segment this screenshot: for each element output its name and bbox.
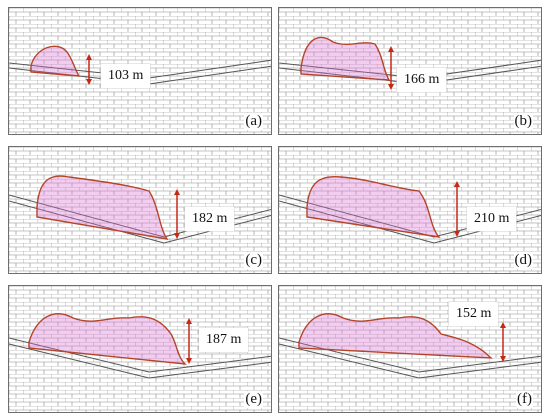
debris-flow-body [306, 176, 441, 238]
panel-label: (b) [513, 113, 533, 130]
runout-height-label: 182 m [185, 207, 235, 231]
mesh-scene [279, 286, 541, 412]
runout-height-label: 187 m [199, 328, 249, 352]
debris-flow-body [36, 175, 169, 240]
panel-b: 166 m (b) [278, 7, 542, 135]
debris-flow-body [28, 313, 187, 365]
runout-height-label: 210 m [467, 207, 517, 231]
panel-label: (d) [513, 252, 533, 269]
mesh-scene [279, 147, 541, 273]
debris-flow-body [30, 45, 81, 77]
panel-e: 187 m (e) [8, 285, 272, 413]
debris-flow-body [298, 313, 493, 359]
mesh-scene [9, 8, 271, 134]
panel-c: 182 m (c) [8, 146, 272, 274]
runout-height-label: 103 m [101, 64, 151, 88]
panel-label: (c) [244, 252, 263, 269]
panel-a: 103 m (a) [8, 7, 272, 135]
runout-height-label: 152 m [449, 302, 499, 326]
panel-label: (e) [244, 391, 263, 408]
panel-label: (f) [516, 391, 533, 408]
debris-flow-body [300, 36, 391, 81]
panel-d: 210 m (d) [278, 146, 542, 274]
panel-f: 152 m (f) [278, 285, 542, 413]
panel-label: (a) [244, 113, 263, 130]
runout-height-label: 166 m [397, 68, 447, 92]
